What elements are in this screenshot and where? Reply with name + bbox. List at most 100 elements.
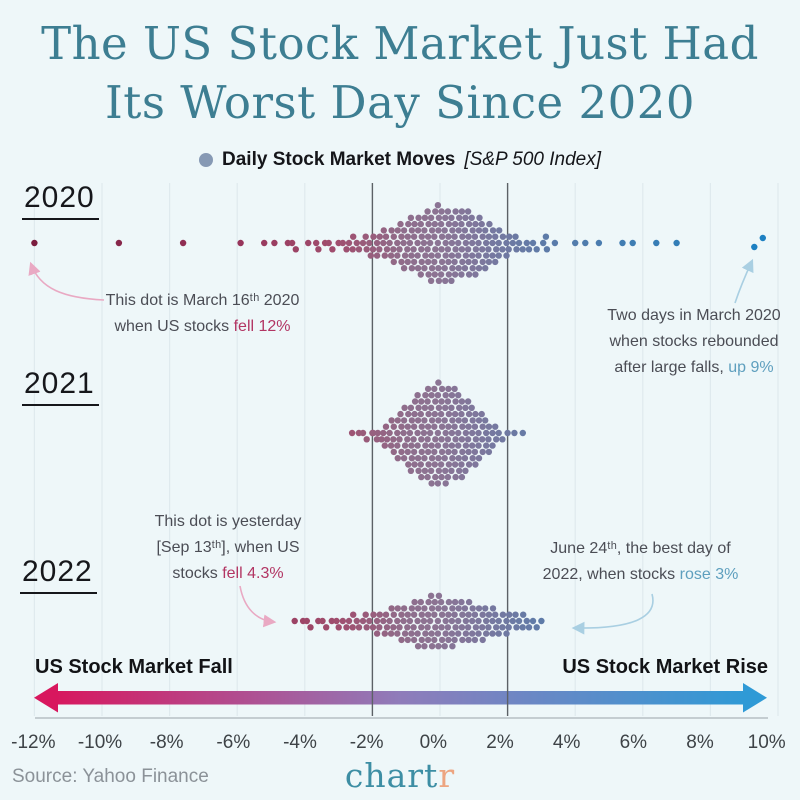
dot: [363, 436, 370, 443]
dot: [422, 630, 429, 637]
dot: [417, 461, 424, 468]
annotation-highlight: fell 4.3%: [222, 565, 284, 582]
dot: [444, 398, 452, 405]
dot: [411, 461, 418, 468]
dot: [456, 467, 463, 474]
dot: [464, 398, 472, 405]
dot: [431, 461, 438, 468]
dot: [519, 246, 526, 253]
dot: [464, 246, 472, 253]
dot: [489, 227, 497, 234]
dot: [506, 611, 513, 618]
dot: [394, 239, 401, 247]
dot: [495, 429, 502, 437]
dot: [445, 220, 453, 228]
dot: [400, 605, 408, 612]
dot: [445, 636, 452, 644]
dot: [431, 598, 438, 606]
dot: [414, 630, 421, 637]
dot: [444, 436, 452, 443]
dot: [459, 448, 466, 456]
dot: [519, 624, 526, 631]
dot: [471, 636, 479, 644]
dot: [452, 624, 459, 631]
dot: [418, 448, 425, 456]
dot: [390, 448, 397, 456]
dot: [404, 233, 411, 240]
dot: [503, 252, 510, 259]
dot: [369, 429, 376, 437]
dot: [382, 233, 390, 240]
dot: [426, 617, 434, 625]
dot: [493, 246, 500, 253]
dot: [369, 624, 377, 631]
dot: [359, 239, 367, 247]
dot: [381, 630, 388, 637]
dot: [444, 208, 452, 215]
legend: Daily Stock Market Moves [S&P 500 Index]: [0, 149, 800, 171]
dot: [471, 611, 479, 618]
dot: [400, 239, 407, 247]
dot: [414, 265, 422, 272]
dot: [455, 252, 462, 259]
dot: [404, 258, 411, 266]
dot: [515, 239, 523, 247]
dot: [383, 246, 391, 253]
callout-arrow-march16-icon: [28, 261, 105, 301]
dot: [328, 617, 335, 625]
dot: [451, 448, 458, 456]
dot: [380, 239, 387, 247]
dot: [471, 258, 479, 266]
dot: [455, 617, 462, 625]
dot: [483, 630, 490, 637]
dot: [459, 258, 466, 266]
dot: [455, 429, 462, 437]
dot: [458, 624, 466, 631]
dot: [428, 643, 436, 650]
dot: [448, 630, 456, 637]
dot: [437, 220, 445, 228]
dot: [479, 233, 486, 240]
axis-tick-label: -12%: [11, 732, 56, 753]
dot: [451, 598, 459, 606]
dot: [424, 448, 432, 456]
dot: [485, 611, 493, 618]
dot: [435, 404, 443, 411]
dot: [469, 617, 476, 625]
dot: [398, 233, 405, 240]
dot: [435, 265, 442, 272]
dot: [451, 410, 459, 418]
dot: [418, 246, 425, 253]
dot: [407, 467, 415, 474]
dot: [493, 624, 500, 631]
dot: [485, 423, 493, 430]
dot: [456, 404, 463, 411]
dot: [461, 455, 469, 462]
annotation-text: 2022, when stocks: [542, 566, 680, 583]
dot: [410, 233, 418, 240]
dot: [411, 220, 418, 228]
dot: [515, 617, 523, 625]
annotation-text: when stocks rebounded: [609, 333, 779, 350]
dot: [397, 220, 404, 228]
dot: [462, 214, 469, 221]
dot: [435, 214, 443, 221]
dot: [475, 630, 482, 637]
dot: [489, 630, 496, 637]
callout-arrow-rose3-icon: [571, 593, 654, 635]
dot: [448, 442, 456, 449]
dot: [425, 220, 432, 228]
dot: [465, 258, 472, 266]
dot: [448, 239, 456, 247]
dot: [414, 429, 421, 437]
dot: [445, 385, 452, 393]
dot: [355, 246, 363, 253]
dot: [465, 233, 472, 240]
dot: [542, 233, 550, 240]
dot: [237, 239, 244, 247]
dot: [483, 252, 490, 259]
dot: [485, 233, 493, 240]
dot: [425, 410, 432, 418]
fall-axis-label: US Stock Market Fall: [35, 656, 233, 678]
dot: [479, 448, 486, 456]
